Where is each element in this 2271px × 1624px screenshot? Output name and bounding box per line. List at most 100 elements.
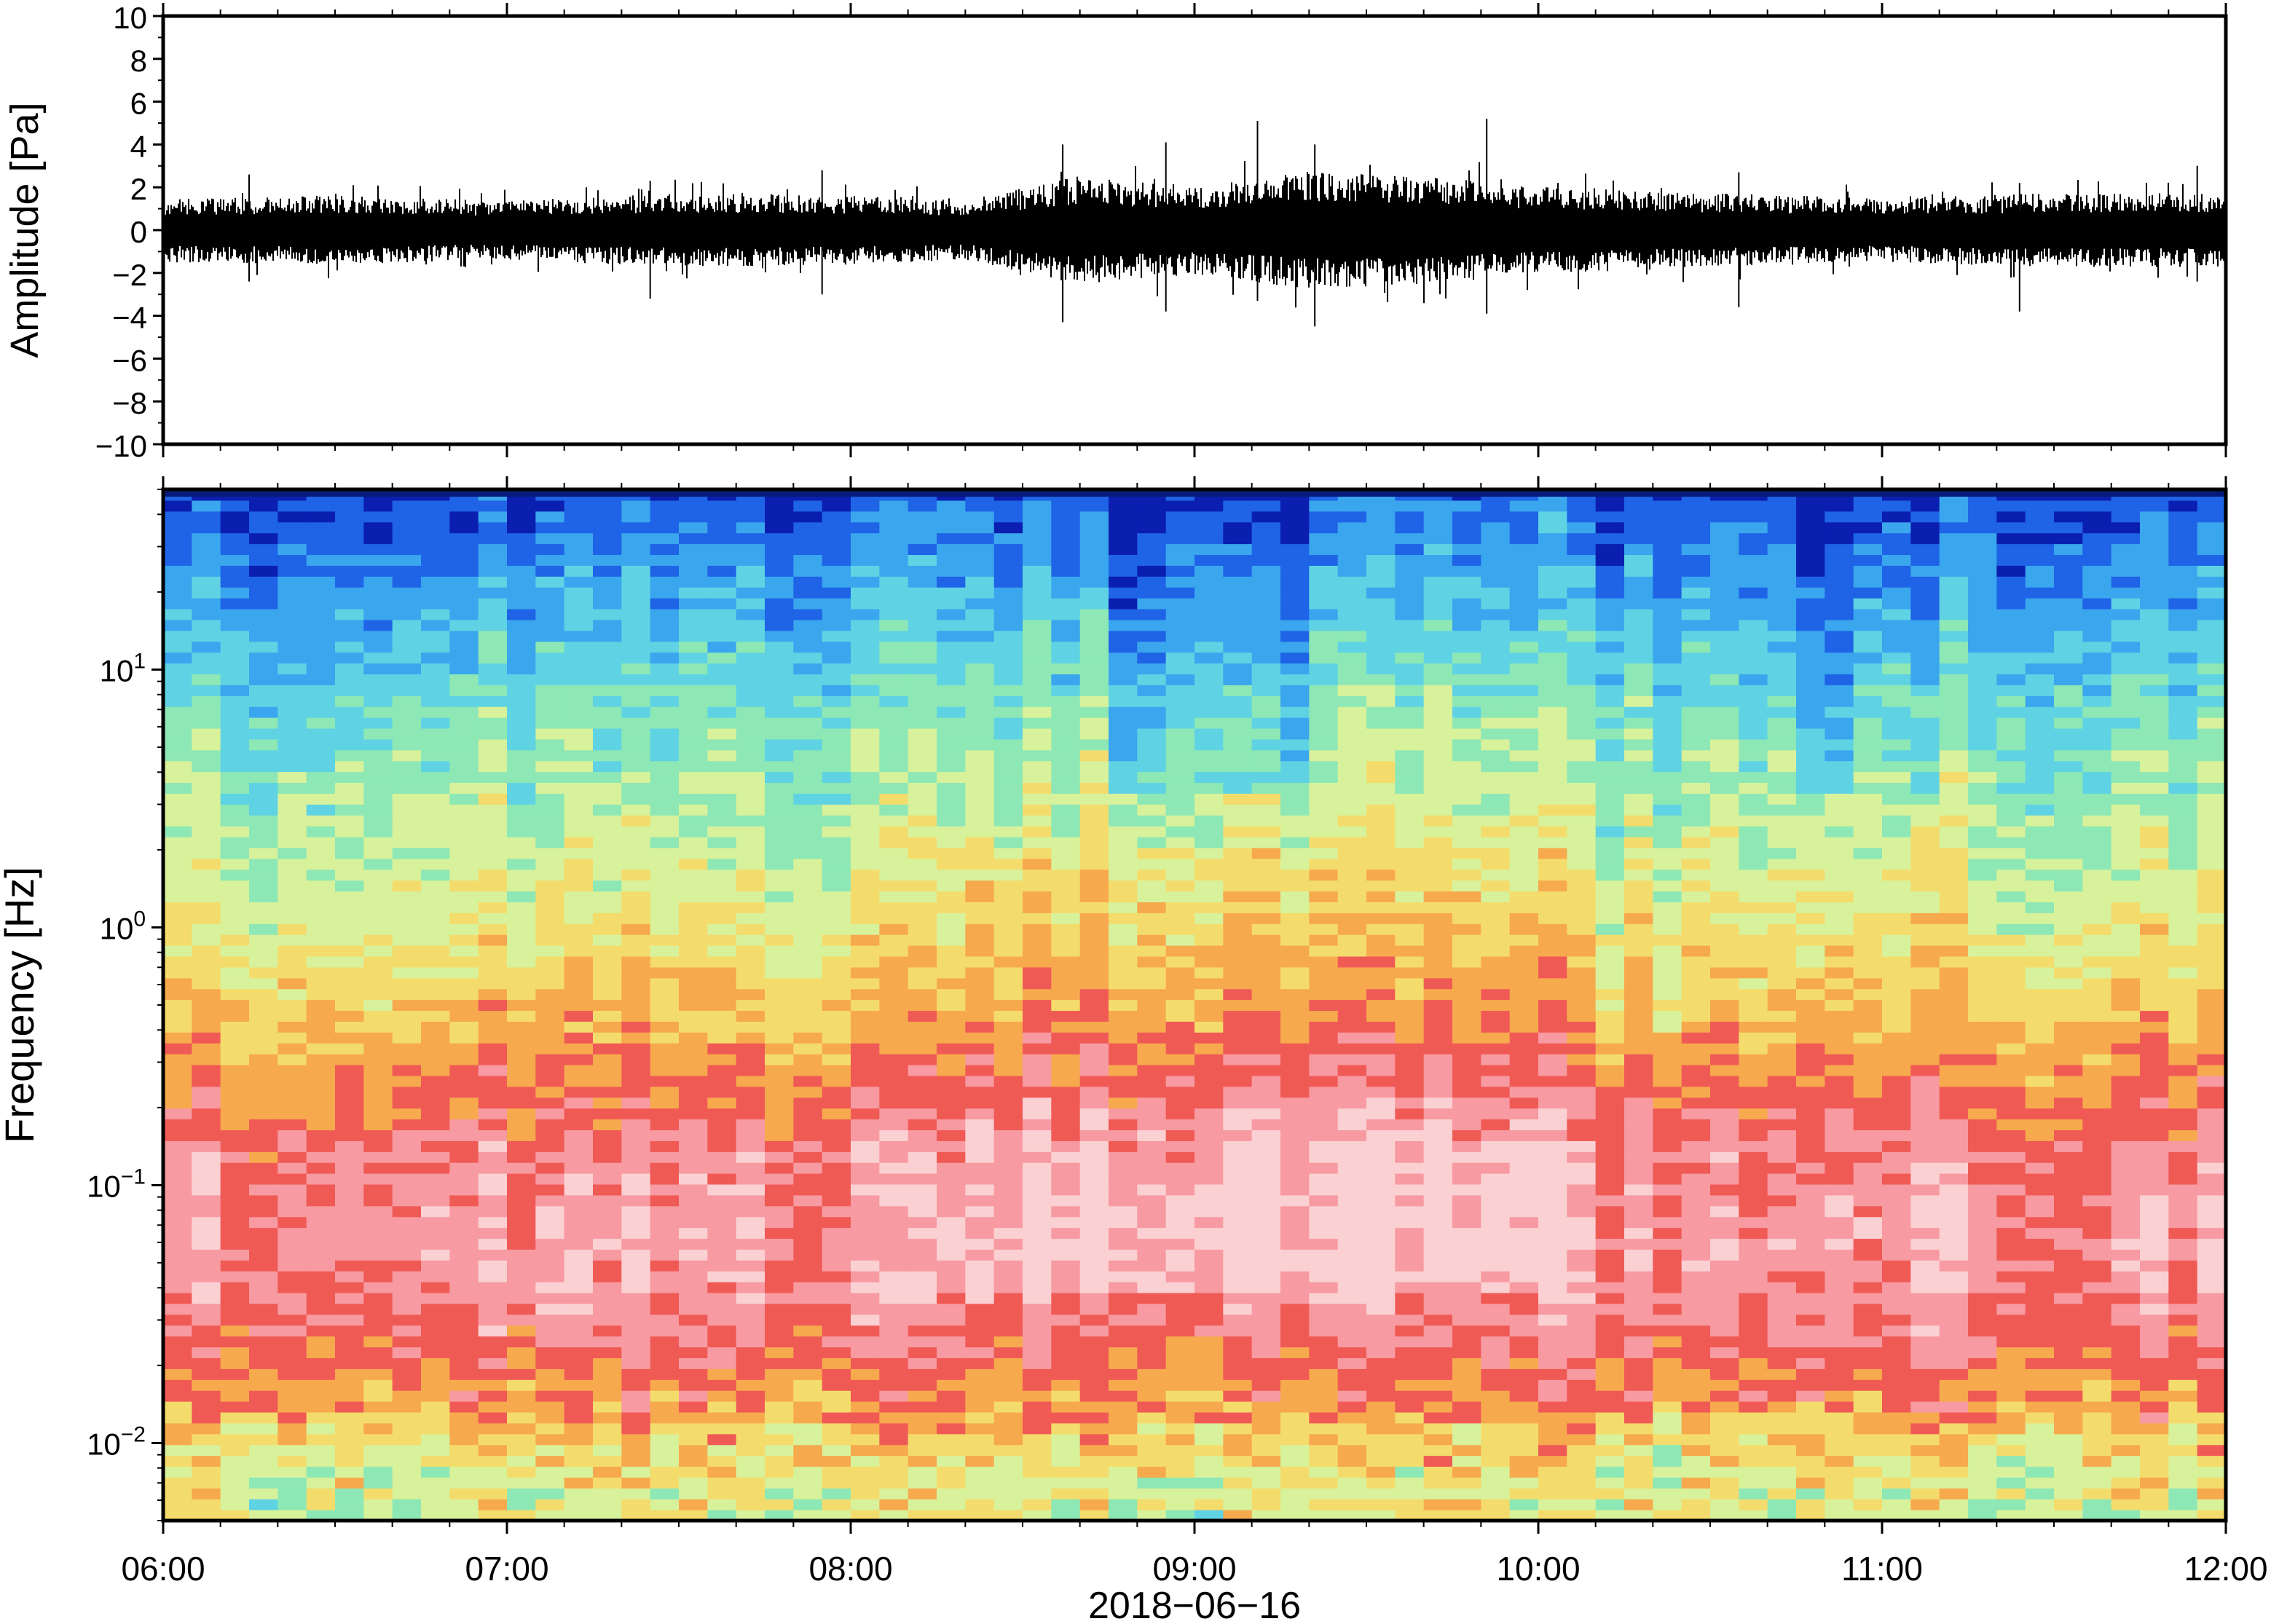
heatmap-cell [163, 1314, 192, 1326]
heatmap-cell [1595, 815, 1625, 827]
heatmap-cell [1452, 1271, 1481, 1282]
heatmap-cell [1309, 1455, 1339, 1467]
heatmap-cell [793, 771, 823, 784]
heatmap-cell [507, 1010, 536, 1022]
heatmap-cell [1624, 1183, 1653, 1196]
heatmap-cell [707, 1444, 737, 1457]
heatmap-cell [679, 858, 708, 870]
heatmap-cell [593, 576, 622, 588]
heatmap-cell [1595, 826, 1625, 837]
heatmap-cell [1423, 1510, 1453, 1521]
heatmap-cell [1309, 587, 1339, 599]
heatmap-cell [822, 1455, 851, 1467]
heatmap-cell [908, 955, 937, 968]
heatmap-cell [679, 1140, 708, 1152]
heatmap-cell [1079, 1401, 1109, 1413]
heatmap-cell [736, 945, 765, 957]
heatmap-cell [1509, 521, 1539, 534]
heatmap-cell [278, 988, 307, 1001]
heatmap-cell [1423, 1390, 1453, 1402]
heatmap-cell [736, 1032, 765, 1044]
heatmap-cell [1538, 1422, 1567, 1435]
heatmap-cell [1509, 760, 1539, 773]
heatmap-cell [1624, 1325, 1653, 1337]
heatmap-cell [249, 695, 278, 707]
heatmap-cell [306, 1488, 336, 1499]
heatmap-cell [1366, 869, 1396, 881]
heatmap-cell [278, 1488, 307, 1499]
heatmap-cell [1165, 630, 1195, 642]
heatmap-cell [1595, 858, 1625, 870]
heatmap-cell [879, 760, 909, 773]
heatmap-cell [736, 1010, 765, 1022]
heatmap-cell [736, 955, 765, 968]
heatmap-cell [1366, 630, 1396, 642]
heatmap-cell [1595, 1086, 1625, 1098]
heatmap-cell [478, 749, 508, 762]
heatmap-cell [1337, 619, 1367, 631]
heatmap-cell [851, 1140, 880, 1152]
heatmap-cell [278, 945, 307, 957]
heatmap-cell [1051, 977, 1081, 990]
heatmap-cell [1366, 1075, 1396, 1087]
heatmap-cell [1595, 1282, 1625, 1293]
heatmap-cell [1423, 977, 1453, 990]
heatmap-cell [1251, 1510, 1281, 1521]
heatmap-cell [793, 1227, 823, 1239]
heatmap-cell [278, 1151, 307, 1163]
heatmap-cell [765, 771, 794, 784]
heatmap-cell [1509, 945, 1539, 957]
heatmap-cell [449, 1510, 479, 1521]
heatmap-cell [679, 1499, 708, 1510]
heatmap-cell [1452, 598, 1481, 610]
heatmap-cell [965, 1064, 995, 1076]
heatmap-cell [1567, 1140, 1597, 1152]
heatmap-cell [1595, 543, 1625, 556]
heatmap-cell [1023, 869, 1052, 881]
heatmap-cell [851, 891, 880, 902]
heatmap-cell [1423, 880, 1453, 892]
heatmap-cell [507, 1422, 536, 1435]
heatmap-cell [1165, 826, 1195, 837]
heatmap-cell [965, 608, 995, 620]
heatmap-cell [1109, 511, 1138, 523]
heatmap-cell [192, 1249, 221, 1261]
heatmap-cell [163, 1477, 192, 1489]
heatmap-cell [1309, 1054, 1339, 1065]
heatmap-cell [593, 663, 622, 674]
heatmap-cell [1251, 1108, 1281, 1120]
heatmap-cell [1165, 912, 1195, 924]
heatmap-cell [564, 1183, 594, 1196]
heatmap-cell [278, 836, 307, 848]
heatmap-cell [1309, 554, 1339, 566]
heatmap-cell [1137, 1510, 1167, 1521]
heatmap-cell [278, 1303, 307, 1315]
heatmap-cell [1079, 966, 1109, 979]
heatmap-cell [879, 1455, 909, 1467]
heatmap-cell [1423, 1227, 1453, 1239]
heatmap-cell [1509, 1238, 1539, 1250]
heatmap-cell [1595, 608, 1625, 620]
heatmap-cell [707, 565, 737, 577]
heatmap-cell [650, 1499, 680, 1510]
heatmap-cell [335, 826, 364, 837]
heatmap-cell [1165, 738, 1195, 751]
heatmap-cell [793, 815, 823, 827]
heatmap-cell [965, 782, 995, 794]
heatmap-cell [736, 1303, 765, 1315]
heatmap-cell [306, 858, 336, 870]
heatmap-cell [1481, 1271, 1511, 1282]
heatmap-cell [1109, 728, 1138, 740]
heatmap-cell [736, 815, 765, 827]
heatmap-cell [421, 858, 450, 870]
heatmap-cell [363, 1162, 393, 1174]
heatmap-cell [1567, 1444, 1597, 1457]
heatmap-cell [1595, 1097, 1625, 1109]
heatmap-cell [535, 1097, 565, 1109]
heatmap-cell [851, 1064, 880, 1076]
heatmap-cell [1481, 1357, 1511, 1369]
heatmap-cell [851, 511, 880, 523]
heatmap-cell [306, 663, 336, 674]
heatmap-cell [679, 511, 708, 523]
heatmap-cell [449, 706, 479, 718]
